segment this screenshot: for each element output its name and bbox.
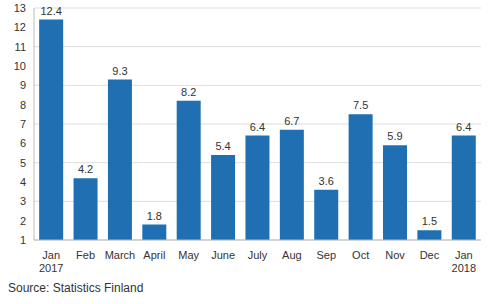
svg-text:13: 13 — [14, 2, 26, 14]
html-text:Source: Statistics Finland: Source: Statistics Finland — [8, 281, 144, 295]
svg-text:6.7: 6.7 — [284, 115, 299, 127]
svg-text:Feb: Feb — [76, 249, 95, 261]
svg-text:9: 9 — [20, 79, 26, 91]
svg-text:July: July — [248, 249, 268, 261]
svg-text:Dec: Dec — [420, 249, 440, 261]
svg-text:7.5: 7.5 — [353, 99, 368, 111]
svg-text:Jan2018: Jan2018 — [452, 249, 476, 274]
svg-text:Nov: Nov — [385, 249, 405, 261]
svg-text:5.9: 5.9 — [387, 130, 402, 142]
svg-text:April: April — [143, 249, 165, 261]
svg-text:May: May — [178, 249, 199, 261]
svg-text:2: 2 — [20, 215, 26, 227]
svg-text:8.2: 8.2 — [181, 86, 196, 98]
svg-text:1.8: 1.8 — [147, 210, 162, 222]
svg-text:3.6: 3.6 — [319, 175, 334, 187]
svg-text:6.4: 6.4 — [250, 121, 265, 133]
svg-text:4.2: 4.2 — [78, 163, 93, 175]
svg-text:Jan2017: Jan2017 — [39, 249, 63, 274]
svg-text:10: 10 — [14, 60, 26, 72]
svg-text:5: 5 — [20, 157, 26, 169]
svg-text:6: 6 — [20, 137, 26, 149]
svg-text:5.4: 5.4 — [215, 140, 230, 152]
svg-text:12: 12 — [14, 21, 26, 33]
svg-text:3: 3 — [20, 195, 26, 207]
svg-text:7: 7 — [20, 118, 26, 130]
svg-text:1: 1 — [20, 234, 26, 246]
svg-text:Sep: Sep — [316, 249, 336, 261]
svg-text:1.5: 1.5 — [422, 215, 437, 227]
svg-text:11: 11 — [15, 41, 26, 53]
svg-text:March: March — [105, 249, 136, 261]
svg-text:12.4: 12.4 — [40, 5, 61, 17]
svg-text:9.3: 9.3 — [112, 65, 127, 77]
svg-text:Oct: Oct — [352, 249, 369, 261]
svg-text:4: 4 — [20, 176, 26, 188]
svg-text:Aug: Aug — [282, 249, 302, 261]
svg-text:6.4: 6.4 — [456, 121, 471, 133]
svg-text:June: June — [211, 249, 235, 261]
svg-text:8: 8 — [20, 99, 26, 111]
